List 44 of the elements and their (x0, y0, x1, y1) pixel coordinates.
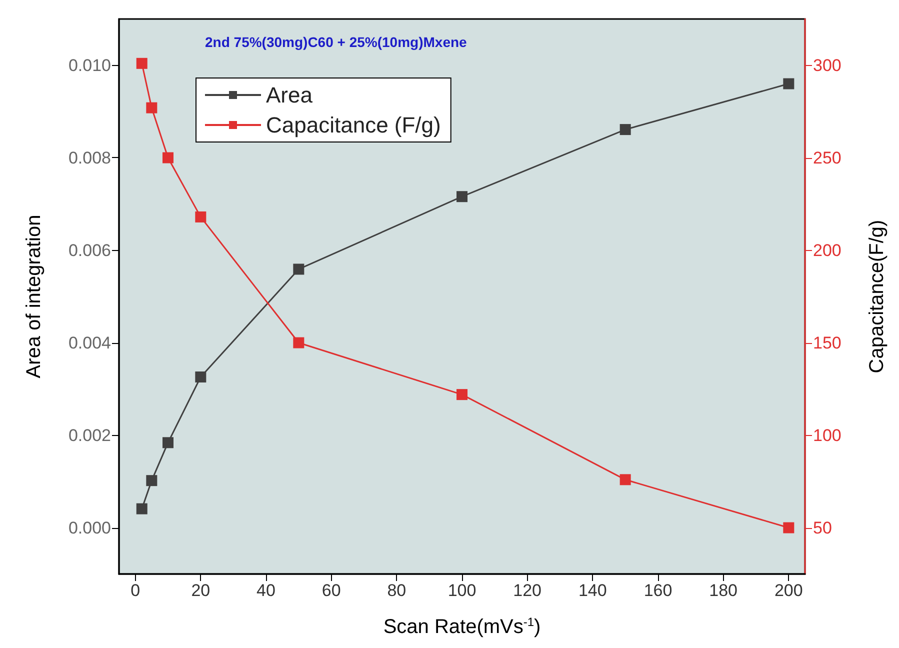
point (136, 503, 148, 514)
point (620, 474, 631, 486)
point (146, 475, 158, 486)
x-tick-label: 80 (387, 581, 406, 600)
point (162, 437, 174, 448)
y-tick-label: 0.008 (68, 148, 111, 168)
y2-tick-label: 300 (813, 56, 842, 75)
point (783, 522, 794, 534)
point (195, 371, 206, 382)
point (293, 337, 304, 348)
y2-tick-label: 100 (813, 426, 842, 445)
y2-tick-label: 50 (813, 518, 832, 538)
point (146, 102, 158, 114)
y-axis-title: Area of integration (23, 214, 45, 378)
x-tick-label: 40 (256, 581, 276, 600)
point (456, 389, 468, 400)
x-tick-label: 120 (513, 581, 542, 600)
x-tick-label: 100 (448, 581, 476, 600)
point (293, 264, 304, 275)
y-tick-label: 0.004 (68, 333, 111, 352)
y2-tick-label: 150 (813, 333, 842, 352)
point (620, 124, 631, 136)
legend-label: Area (266, 82, 314, 108)
x-tick-label: 200 (774, 581, 803, 600)
x-tick-label: 20 (191, 581, 210, 600)
y-tick-label: 0.000 (68, 518, 111, 538)
x-tick-label: 140 (578, 581, 607, 600)
point (162, 152, 174, 164)
point (136, 58, 148, 69)
legend-label: Capacitance (F/g) (266, 112, 441, 138)
y2-axis-title: Capacitance(F/g) (866, 220, 888, 374)
x-tick-label: 0 (130, 581, 140, 600)
x-tick-label: 60 (322, 581, 341, 600)
y-tick-label: 0.006 (68, 240, 111, 260)
x-tick-label: 180 (709, 581, 738, 600)
x-tick-label: 160 (644, 581, 672, 600)
y-tick-label: 0.010 (68, 56, 111, 75)
point (456, 191, 468, 202)
point (783, 78, 794, 90)
y2-tick-label: 250 (813, 148, 842, 168)
y-tick-label: 0.002 (68, 426, 111, 445)
y2-tick-label: 200 (813, 240, 842, 260)
point (195, 211, 206, 222)
text: 2nd 75%(30mg)C60 + 25%(10mg)Mxene (205, 34, 468, 50)
